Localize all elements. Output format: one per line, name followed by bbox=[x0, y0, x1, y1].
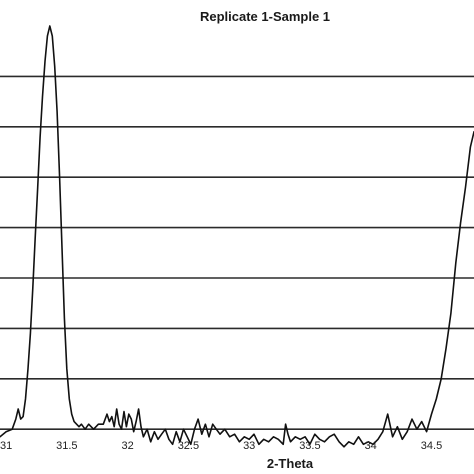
x-tick-label: 32.5 bbox=[178, 440, 199, 452]
series-layer bbox=[0, 25, 474, 448]
x-tick-label: 33.5 bbox=[299, 440, 320, 452]
x-tick-label: 31.5 bbox=[56, 440, 77, 452]
gridlines bbox=[0, 75, 474, 431]
chart-title: Replicate 1-Sample 1 bbox=[200, 9, 330, 24]
x-tick-label: 31 bbox=[0, 440, 12, 452]
series-line-0 bbox=[0, 25, 474, 448]
x-tick-label: 34.5 bbox=[421, 440, 442, 452]
x-tick-label: 32 bbox=[121, 440, 133, 452]
x-axis-label: 2-Theta bbox=[267, 456, 314, 471]
x-tick-label: 33 bbox=[243, 440, 255, 452]
x-tick-labels: 31 31.5 32 32.5 33 33.5 34 34.5 bbox=[0, 440, 442, 452]
x-tick-label: 34 bbox=[365, 440, 377, 452]
